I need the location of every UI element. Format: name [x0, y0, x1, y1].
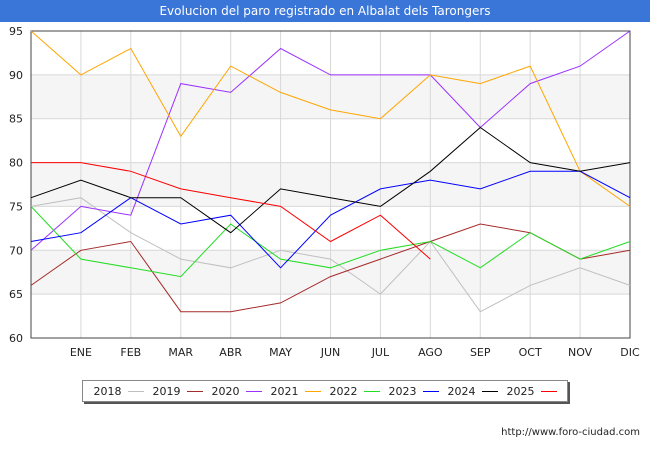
series-line-2021: [30, 30, 631, 207]
legend-item-2018: 2018: [94, 385, 144, 398]
legend-label: 2025: [506, 384, 535, 398]
y-tick-label: 70: [9, 244, 23, 257]
x-tick-label: DIC: [620, 346, 640, 359]
x-tick-label: OCT: [519, 346, 542, 359]
legend-label: 2023: [388, 384, 417, 398]
legend-label: 2024: [447, 384, 476, 398]
series-line-2022: [30, 206, 631, 278]
series-line-2018: [30, 197, 631, 313]
legend-item-2023: 2023: [389, 385, 439, 398]
y-tick-label: 60: [9, 332, 23, 345]
source-link[interactable]: http://www.foro-ciudad.com: [501, 427, 640, 438]
chart-title: Evolucion del paro registrado en Albalat…: [0, 0, 650, 22]
legend-item-2019: 2019: [153, 385, 203, 398]
x-tick-label: MAR: [168, 346, 193, 359]
legend-swatch: [363, 390, 380, 392]
x-tick-label: ENE: [70, 346, 92, 359]
legend-item-2024: 2024: [448, 385, 498, 398]
legend-item-2025: 2025: [507, 385, 557, 398]
x-tick-label: AGO: [418, 346, 443, 359]
x-tick-label: FEB: [120, 346, 141, 359]
legend-swatch: [422, 390, 439, 392]
legend-label: 2021: [270, 384, 299, 398]
legend-item-2022: 2022: [330, 385, 380, 398]
legend-swatch: [304, 390, 321, 392]
y-tick-label: 65: [9, 288, 23, 301]
series-line-2020: [30, 30, 631, 251]
chart-legend: 2018 2019 2020 2021 2022 2023 2024 2025: [82, 380, 568, 402]
plot-frame: [30, 30, 631, 339]
legend-label: 2018: [93, 384, 122, 398]
series-line-2025: [31, 162, 431, 260]
legend-item-2020: 2020: [212, 385, 262, 398]
y-tick-label: 75: [9, 200, 23, 213]
x-tick-label: JUL: [371, 346, 390, 359]
x-tick-label: SEP: [470, 346, 491, 359]
legend-label: 2019: [152, 384, 181, 398]
series-line-2024: [30, 126, 631, 234]
x-tick-label: JUN: [320, 346, 341, 359]
x-tick-label: MAY: [269, 346, 292, 359]
legend-swatch: [186, 390, 203, 392]
y-tick-label: 95: [9, 25, 23, 38]
legend-label: 2022: [329, 384, 358, 398]
y-tick-label: 90: [9, 69, 23, 82]
x-tick-label: ABR: [219, 346, 242, 359]
legend-swatch: [127, 390, 144, 392]
legend-swatch: [481, 390, 498, 392]
legend-swatch: [540, 390, 557, 392]
x-tick-label: NOV: [568, 346, 593, 359]
y-tick-label: 85: [9, 113, 23, 126]
legend-item-2021: 2021: [271, 385, 321, 398]
y-tick-label: 80: [9, 157, 23, 170]
legend-swatch: [245, 390, 262, 392]
legend-label: 2020: [211, 384, 240, 398]
